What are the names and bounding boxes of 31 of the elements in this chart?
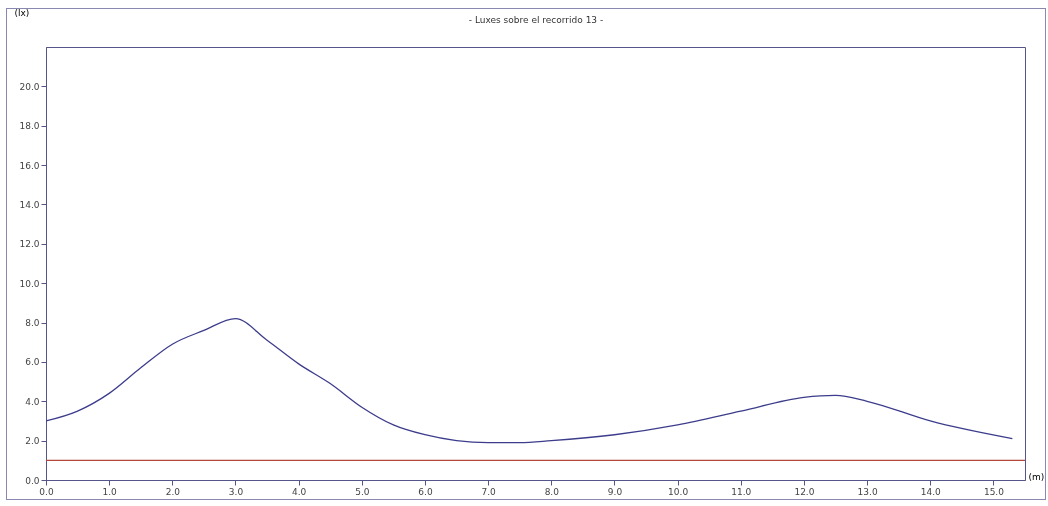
- y-tick-label: 18.0: [19, 121, 40, 132]
- y-tick-label: 2.0: [25, 436, 40, 447]
- x-tick-label: 4.0: [291, 486, 307, 497]
- y-tick-label: 16.0: [19, 160, 40, 171]
- chart-title: - Luxes sobre el recorrido 13 -: [468, 15, 604, 25]
- y-tick-label: 0.0: [25, 475, 40, 486]
- x-tick-label: 8.0: [544, 486, 560, 497]
- x-tick-label: 14.0: [920, 486, 942, 497]
- y-tick-label: 14.0: [19, 199, 40, 210]
- x-tick-label: 9.0: [607, 486, 623, 497]
- x-tick-label: 3.0: [228, 486, 244, 497]
- y-axis-title: (lx): [14, 7, 30, 18]
- x-tick-label: 15.0: [983, 486, 1005, 497]
- line-series: [46, 317, 1014, 444]
- y-tick-label: 4.0: [25, 396, 40, 407]
- x-tick-label: 10.0: [668, 486, 689, 497]
- y-tick-label: 10.0: [19, 278, 40, 289]
- x-tick-label: 13.0: [857, 486, 878, 497]
- y-tick-label: 20.0: [19, 81, 40, 92]
- x-tick-label: 0.0: [39, 486, 54, 497]
- x-tick-label: 2.0: [165, 486, 181, 497]
- x-tick-label: 7.0: [481, 486, 497, 497]
- x-tick-label: 6.0: [418, 486, 433, 497]
- x-tick-label: 5.0: [355, 486, 370, 497]
- y-tick-label: 6.0: [25, 357, 40, 368]
- x-tick-label: 11.0: [731, 486, 752, 497]
- x-axis-title: (m): [1028, 471, 1045, 482]
- x-tick-label: 1.0: [102, 486, 118, 497]
- x-tick-label: 12.0: [794, 486, 815, 497]
- y-tick-label: 12.0: [19, 239, 40, 250]
- y-tick-label: 8.0: [25, 318, 40, 329]
